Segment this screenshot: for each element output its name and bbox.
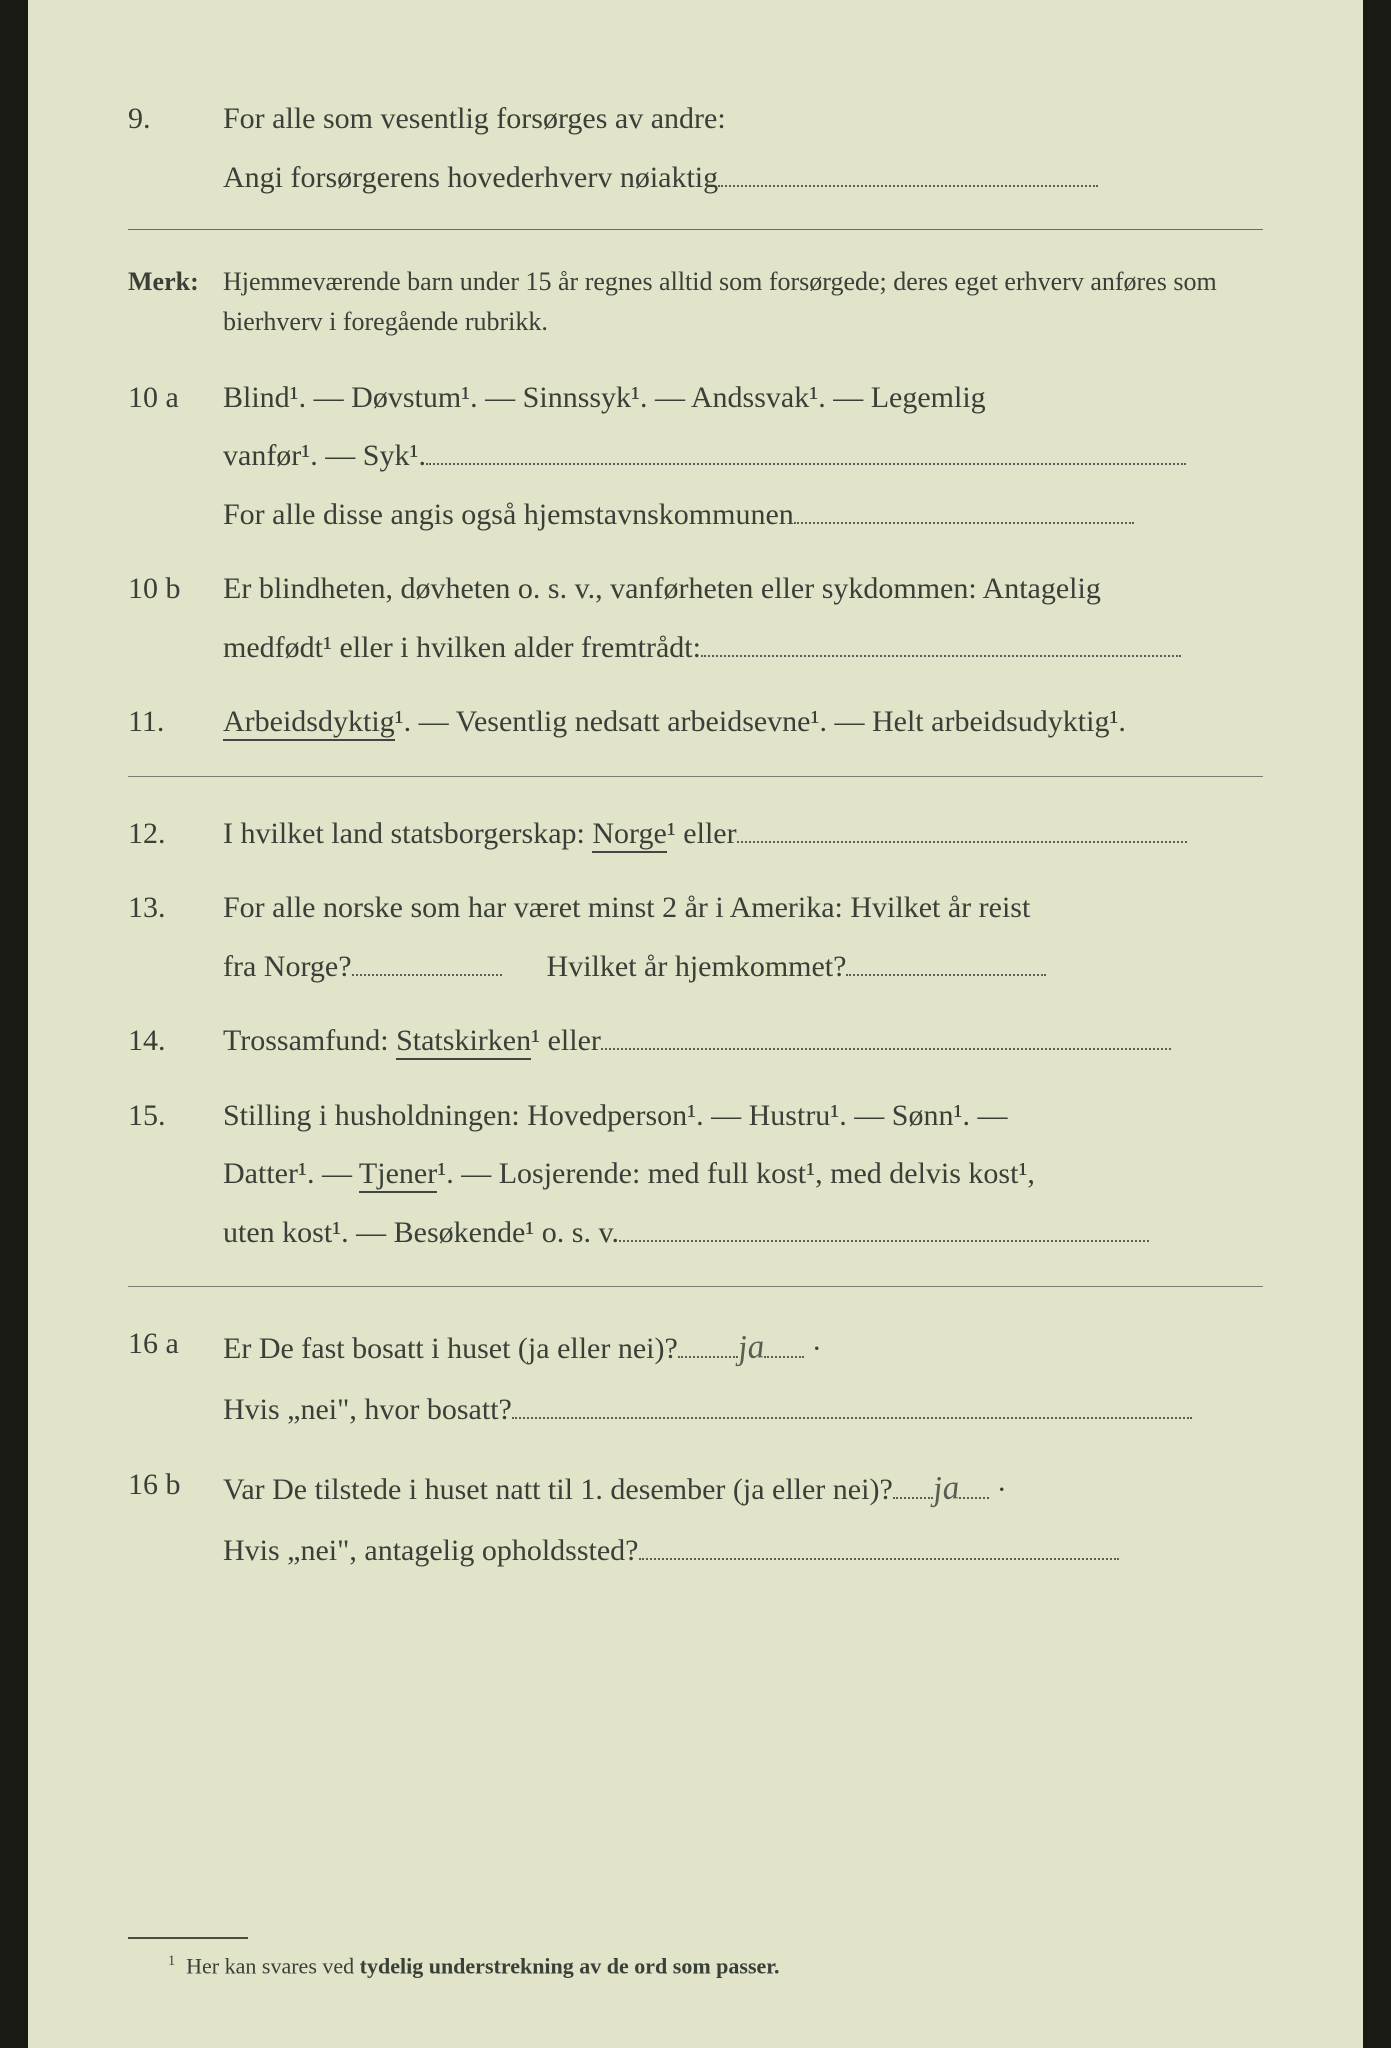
footnote: 1 Her kan svares ved tydelig understrekn… xyxy=(128,1953,1263,1979)
question-15: 15. Stilling i husholdningen: Hovedperso… xyxy=(128,1087,1263,1263)
q12-number: 12. xyxy=(128,805,223,864)
q16a-line2: Hvis „nei", hvor bosatt? xyxy=(223,1381,1263,1440)
q9-line1: For alle som vesentlig forsørges av andr… xyxy=(223,90,1263,149)
fill-line xyxy=(959,1473,989,1499)
divider xyxy=(128,229,1263,230)
q15-content: Stilling i husholdningen: Hovedperson¹. … xyxy=(223,1087,1263,1263)
question-10b: 10 b Er blindheten, døvheten o. s. v., v… xyxy=(128,560,1263,677)
q12-content: I hvilket land statsborgerskap: Norge¹ e… xyxy=(223,805,1263,864)
document-page: 9. For alle som vesentlig forsørges av a… xyxy=(28,0,1363,2048)
q10b-number: 10 b xyxy=(128,560,223,677)
q16b-answer: ja xyxy=(930,1455,961,1523)
merk-label: Merk: xyxy=(128,262,223,343)
q16b-line2: Hvis „nei", antagelig opholdssted? xyxy=(223,1522,1263,1581)
q13-line2a: fra Norge? xyxy=(223,950,352,983)
fill-line xyxy=(893,1473,933,1499)
q13-line2b: Hvilket år hjemkommet? xyxy=(547,950,847,983)
question-13: 13. For alle norske som har været minst … xyxy=(128,879,1263,996)
merk-text: Hjemmeværende barn under 15 år regnes al… xyxy=(223,262,1263,343)
q13-line2: fra Norge? Hvilket år hjemkommet? xyxy=(223,938,1263,997)
q11-number: 11. xyxy=(128,693,223,752)
q15-number: 15. xyxy=(128,1087,223,1263)
q15-line2: Datter¹. — Tjener¹. — Losjerende: med fu… xyxy=(223,1145,1263,1204)
q10b-line1: Er blindheten, døvheten o. s. v., vanfør… xyxy=(223,560,1263,619)
q12-a: I hvilket land statsborgerskap: xyxy=(223,817,592,850)
q10a-number: 10 a xyxy=(128,369,223,545)
q15-line3: uten kost¹. — Besøkende¹ o. s. v. xyxy=(223,1204,1263,1263)
q13-number: 13. xyxy=(128,879,223,996)
footnote-sup: 1 xyxy=(168,1953,175,1969)
q9-content: For alle som vesentlig forsørges av andr… xyxy=(223,90,1263,207)
fill-line xyxy=(764,1333,804,1359)
question-16a: 16 a Er De fast bosatt i huset (ja eller… xyxy=(128,1315,1263,1440)
q9-line2-text: Angi forsørgerens hovederhverv nøiaktig xyxy=(223,161,718,194)
q16a-number: 16 a xyxy=(128,1315,223,1440)
q14-a: Trossamfund: xyxy=(223,1024,396,1057)
q16a-line2-text: Hvis „nei", hvor bosatt? xyxy=(223,1393,512,1426)
fill-line xyxy=(619,1216,1149,1242)
q15-underlined: Tjener xyxy=(359,1157,437,1193)
question-11: 11. Arbeidsdyktig¹. — Vesentlig nedsatt … xyxy=(128,693,1263,752)
fill-line xyxy=(352,950,502,976)
footnote-text: Her kan svares ved tydelig understreknin… xyxy=(186,1953,779,1978)
spacer xyxy=(128,1597,1263,1937)
divider xyxy=(128,1286,1263,1287)
fill-line xyxy=(737,817,1187,843)
q15-line3-text: uten kost¹. — Besøkende¹ o. s. v. xyxy=(223,1216,619,1249)
q14-number: 14. xyxy=(128,1012,223,1071)
q9-line2: Angi forsørgerens hovederhverv nøiaktig xyxy=(223,149,1263,208)
fill-line xyxy=(512,1394,1192,1420)
fill-line xyxy=(701,631,1181,657)
q14-content: Trossamfund: Statskirken¹ eller xyxy=(223,1012,1263,1071)
q10a-line2: vanfør¹. — Syk¹. xyxy=(223,427,1263,486)
q16a-content: Er De fast bosatt i huset (ja eller nei)… xyxy=(223,1315,1263,1440)
divider xyxy=(128,776,1263,777)
q16b-line1: Var De tilstede i huset natt til 1. dese… xyxy=(223,1456,1263,1522)
q10a-line1: Blind¹. — Døvstum¹. — Sinnssyk¹. — Andss… xyxy=(223,369,1263,428)
q16b-number: 16 b xyxy=(128,1456,223,1581)
q10a-line3: For alle disse angis også hjemstavnskomm… xyxy=(223,486,1263,545)
q16a-line1-text: Er De fast bosatt i huset (ja eller nei)… xyxy=(223,1332,678,1365)
q16b-content: Var De tilstede i huset natt til 1. dese… xyxy=(223,1456,1263,1581)
q10a-content: Blind¹. — Døvstum¹. — Sinnssyk¹. — Andss… xyxy=(223,369,1263,545)
fill-line xyxy=(678,1333,738,1359)
q14-b: ¹ eller xyxy=(531,1024,601,1057)
q16a-line1: Er De fast bosatt i huset (ja eller nei)… xyxy=(223,1315,1263,1381)
question-14: 14. Trossamfund: Statskirken¹ eller xyxy=(128,1012,1263,1071)
q13-content: For alle norske som har været minst 2 år… xyxy=(223,879,1263,996)
fill-line xyxy=(846,950,1046,976)
q10b-content: Er blindheten, døvheten o. s. v., vanfør… xyxy=(223,560,1263,677)
q10a-line2-text: vanfør¹. — Syk¹. xyxy=(223,439,426,472)
q16b-line1-text: Var De tilstede i huset natt til 1. dese… xyxy=(223,1473,893,1506)
fill-line xyxy=(426,440,1186,466)
q9-number: 9. xyxy=(128,90,223,207)
q15-line2a: Datter¹. — xyxy=(223,1157,359,1190)
merk-note: Merk: Hjemmeværende barn under 15 år reg… xyxy=(128,262,1263,343)
footnote-rule xyxy=(128,1937,248,1939)
q12-underlined: Norge xyxy=(592,817,666,853)
q10b-line2-text: medfødt¹ eller i hvilken alder fremtrådt… xyxy=(223,631,701,664)
q16a-answer: ja xyxy=(736,1314,767,1382)
question-12: 12. I hvilket land statsborgerskap: Norg… xyxy=(128,805,1263,864)
q15-line2b: ¹. — Losjerende: med full kost¹, med del… xyxy=(437,1157,1035,1190)
q10b-line2: medfødt¹ eller i hvilken alder fremtrådt… xyxy=(223,619,1263,678)
fill-line xyxy=(639,1535,1119,1561)
fill-line xyxy=(718,161,1098,187)
q14-underlined: Statskirken xyxy=(396,1024,531,1060)
q11-underlined: Arbeidsdyktig xyxy=(223,705,395,741)
q13-line1: For alle norske som har været minst 2 år… xyxy=(223,879,1263,938)
q11-rest: ¹. — Vesentlig nedsatt arbeidsevne¹. — H… xyxy=(395,705,1126,738)
q16b-line2-text: Hvis „nei", antagelig opholdssted? xyxy=(223,1534,639,1567)
fill-line xyxy=(794,498,1134,524)
question-9: 9. For alle som vesentlig forsørges av a… xyxy=(128,90,1263,207)
q10a-line3-text: For alle disse angis også hjemstavnskomm… xyxy=(223,498,794,531)
q11-content: Arbeidsdyktig¹. — Vesentlig nedsatt arbe… xyxy=(223,693,1263,752)
q15-line1: Stilling i husholdningen: Hovedperson¹. … xyxy=(223,1087,1263,1146)
question-16b: 16 b Var De tilstede i huset natt til 1.… xyxy=(128,1456,1263,1581)
q12-b: ¹ eller xyxy=(667,817,737,850)
fill-line xyxy=(601,1025,1171,1051)
question-10a: 10 a Blind¹. — Døvstum¹. — Sinnssyk¹. — … xyxy=(128,369,1263,545)
